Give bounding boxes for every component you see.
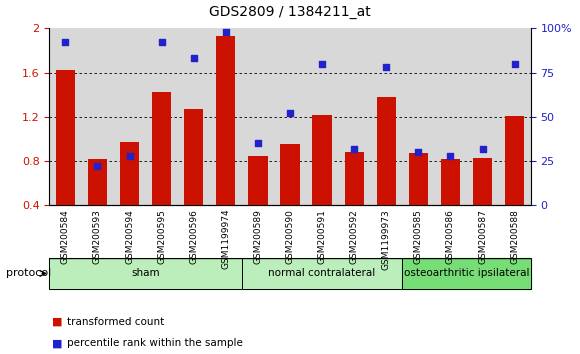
Text: protocol: protocol (6, 268, 51, 279)
Point (285, 110, 295, 116)
Bar (88, 159, 107, 205)
Text: GSM200592: GSM200592 (350, 209, 358, 264)
Bar (345, 152, 364, 205)
Bar (184, 109, 204, 205)
Text: GSM200596: GSM200596 (189, 209, 198, 264)
Text: GSM1199974: GSM1199974 (222, 209, 230, 269)
Bar (280, 144, 300, 205)
Text: GSM200585: GSM200585 (414, 209, 423, 264)
Point (93, 164, 102, 169)
Point (446, 153, 455, 159)
Point (350, 146, 359, 152)
Text: GSM200589: GSM200589 (253, 209, 262, 264)
Bar (505, 116, 524, 205)
Text: GSM200584: GSM200584 (61, 209, 70, 264)
Point (382, 64, 391, 70)
Bar (313, 115, 332, 205)
Text: GSM200591: GSM200591 (318, 209, 327, 264)
Text: GSM200594: GSM200594 (125, 209, 134, 264)
Bar (120, 142, 139, 205)
Text: GSM200587: GSM200587 (478, 209, 487, 264)
Bar (376, 97, 396, 205)
Point (478, 146, 487, 152)
Text: GSM200595: GSM200595 (157, 209, 166, 264)
Text: GSM200588: GSM200588 (510, 209, 519, 264)
Text: sham: sham (131, 268, 160, 279)
Point (510, 61, 519, 67)
Text: GSM200593: GSM200593 (93, 209, 102, 264)
Bar (409, 153, 428, 205)
Point (317, 61, 327, 67)
Point (189, 56, 198, 61)
Text: GSM1199973: GSM1199973 (382, 209, 391, 270)
Bar (441, 159, 460, 205)
Point (414, 149, 423, 155)
Bar (49, 258, 242, 289)
Text: GDS2809 / 1384211_at: GDS2809 / 1384211_at (209, 5, 371, 19)
Text: GSM200590: GSM200590 (285, 209, 295, 264)
Text: ■: ■ (52, 317, 63, 327)
Point (125, 153, 134, 159)
Bar (216, 36, 235, 205)
Bar (56, 70, 75, 205)
Point (157, 40, 166, 45)
Text: normal contralateral: normal contralateral (269, 268, 376, 279)
Bar (473, 158, 492, 205)
Text: transformed count: transformed count (67, 317, 164, 327)
Point (221, 29, 230, 35)
Point (253, 141, 263, 146)
Point (61, 40, 70, 45)
Bar (403, 258, 531, 289)
Bar (403, 258, 531, 289)
Bar (152, 92, 171, 205)
Bar (242, 258, 403, 289)
Text: GSM200586: GSM200586 (446, 209, 455, 264)
Text: ■: ■ (52, 338, 63, 348)
Text: osteoarthritic ipsilateral: osteoarthritic ipsilateral (404, 268, 530, 279)
Text: percentile rank within the sample: percentile rank within the sample (67, 338, 242, 348)
Bar (49, 258, 242, 289)
Bar (248, 155, 267, 205)
Bar (242, 258, 403, 289)
